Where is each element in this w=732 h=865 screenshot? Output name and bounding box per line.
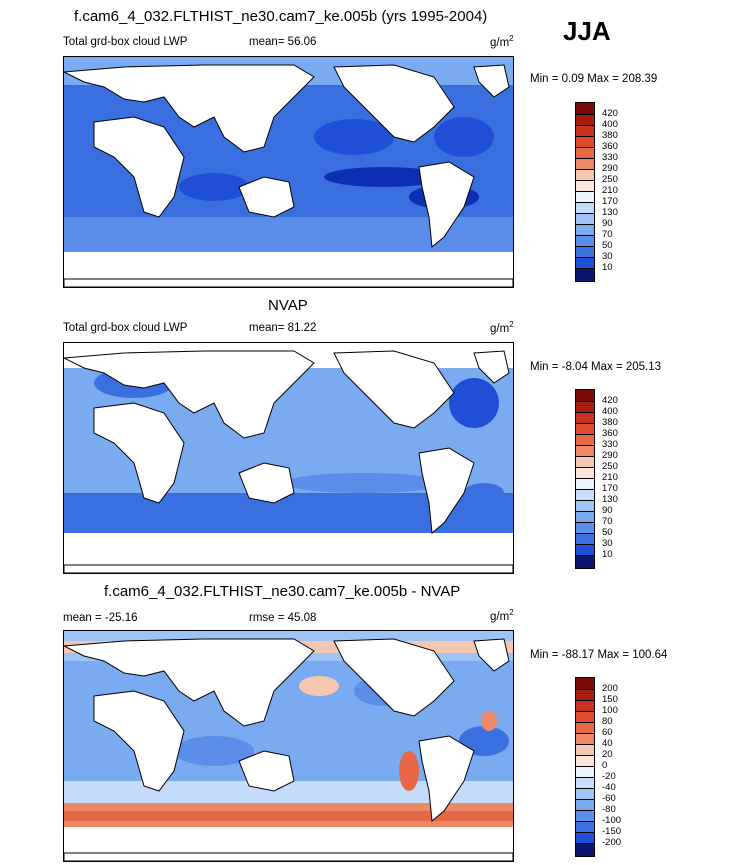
panel-3-rmse-label: rmse = 45.08 [249,612,317,624]
panel-1-level-label: 50 [602,240,613,251]
panel-2-level-label: 290 [602,450,618,461]
panel-3-level-label: 150 [602,694,618,705]
panel-2-level-label: 330 [602,439,618,450]
panel-1-level-label: 290 [602,163,618,174]
panel-3-map [63,630,514,862]
panel-2-level-label: 170 [602,483,618,494]
panel-1-level-label: 400 [602,119,618,130]
panel-1-level-label: 420 [602,108,618,119]
panel-3-units: g/m2 [490,608,514,623]
panel-1-units: g/m2 [490,34,514,49]
panel-1-minmax: Min = 0.09 Max = 208.39 [530,73,658,85]
panel-2-map [63,342,514,574]
panel-1-level-label: 170 [602,196,618,207]
panel-2-mean-label: mean= 81.22 [249,322,317,334]
panel-1-level-label: 10 [602,262,613,273]
panel-1-level-label: 380 [602,130,618,141]
panel-1-level-label: 70 [602,229,613,240]
panel-3-level-label: -100 [602,815,622,826]
panel-1-level-label: 210 [602,185,618,196]
panel-3-level-label: -20 [602,771,616,782]
panel-2-colorbar [575,389,595,569]
panel-3-level-label: 20 [602,749,613,760]
panel-2-level-label: 380 [602,417,618,428]
panel-1-level-label: 330 [602,152,618,163]
panel-3-title: f.cam6_4_032.FLTHIST_ne30.cam7_ke.005b -… [104,583,461,600]
panel-2-level-label: 130 [602,494,618,505]
panel-3-level-label: -200 [602,837,622,848]
panel-1-level-label: 250 [602,174,618,185]
panel-2-level-label: 30 [602,538,613,549]
panel-1-level-label: 360 [602,141,618,152]
panel-1-title: f.cam6_4_032.FLTHIST_ne30.cam7_ke.005b (… [74,8,488,25]
panel-3-colorbar [575,677,595,857]
panel-2-variable-label: Total grd-box cloud LWP [63,322,188,334]
panel-2-level-label: 420 [602,395,618,406]
panel-2-level-label: 70 [602,516,613,527]
panel-1-level-label: 90 [602,218,613,229]
panel-3-level-label: 100 [602,705,618,716]
panel-1-variable-label: Total grd-box cloud LWP [63,36,188,48]
panel-2-level-label: 400 [602,406,618,417]
panel-3-level-label: 40 [602,738,613,749]
panel-3-minmax: Min = -88.17 Max = 100.64 [530,649,668,661]
panel-3-level-label: 0 [602,760,608,771]
panel-2-level-label: 50 [602,527,613,538]
panel-3-level-label: -60 [602,793,616,804]
panel-2-title: NVAP [268,297,308,314]
panel-2-minmax: Min = -8.04 Max = 205.13 [530,361,662,373]
panel-3-level-label: 60 [602,727,613,738]
panel-3-level-label: 80 [602,716,613,727]
panel-2-level-label: 90 [602,505,613,516]
panel-1-map [63,56,514,288]
panel-1-level-label: 130 [602,207,618,218]
panel-3-level-label: -80 [602,804,616,815]
panel-3-mean-label: mean = -25.16 [63,612,138,624]
panel-1-colorbar [575,102,595,282]
panel-3-level-label: 200 [602,683,618,694]
panel-2-level-label: 250 [602,461,618,472]
season-label: JJA [563,16,611,46]
panel-2-units: g/m2 [490,320,514,335]
panel-2-level-label: 360 [602,428,618,439]
panel-3-level-label: -150 [602,826,622,837]
panel-1-mean-label: mean= 56.06 [249,36,317,48]
panel-1-level-label: 30 [602,251,613,262]
panel-2-level-label: 10 [602,549,613,560]
panel-3-level-label: -40 [602,782,616,793]
panel-2-level-label: 210 [602,472,618,483]
